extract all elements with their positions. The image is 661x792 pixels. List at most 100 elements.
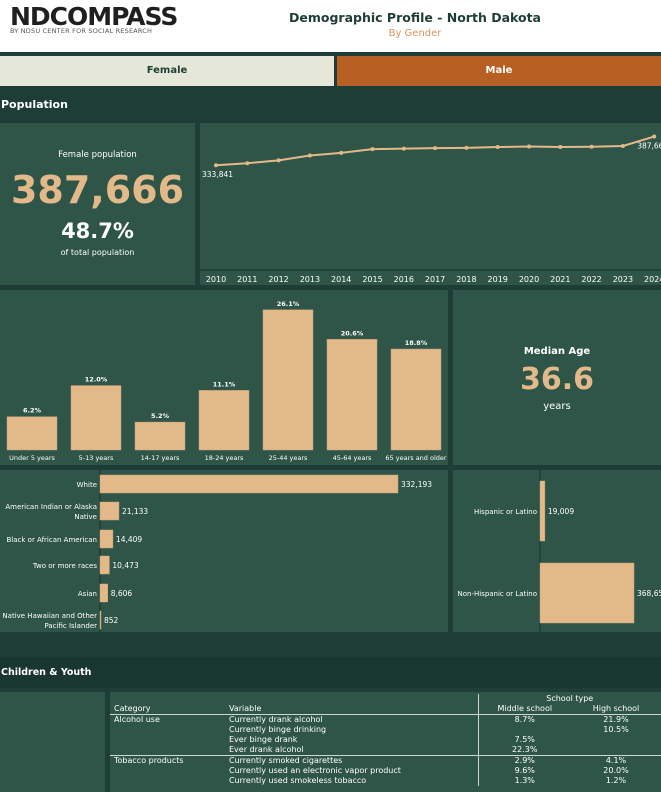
x-tick-2012: 2012 bbox=[268, 275, 288, 284]
race-bar-chart: 332,193 White 21,133 American Indian or Ala… bbox=[2, 470, 432, 632]
page-title: Demographic Profile - North Dakota bbox=[289, 10, 541, 25]
trend-point-2022 bbox=[589, 144, 594, 149]
age-bar-category-3: 18-24 years bbox=[205, 454, 244, 462]
population-percent-caption: of total population bbox=[60, 248, 135, 257]
race-bar-value-2: 14,409 bbox=[116, 535, 142, 544]
race-category-5-line-0: Native Hawaiian and Other bbox=[2, 612, 97, 620]
age-bar-chart: 6.2% Under 5 years 12.0% 5-13 years 5.2% 14-1… bbox=[6, 300, 447, 462]
cell-variable: Currently binge drinking bbox=[229, 725, 327, 734]
x-tick-2013: 2013 bbox=[300, 275, 320, 284]
x-tick-2011: 2011 bbox=[237, 275, 257, 284]
trend-point-2019 bbox=[495, 145, 500, 150]
trend-last-label: 387,666 bbox=[637, 142, 661, 151]
age-bar-2 bbox=[134, 421, 186, 451]
cell-category: Alcohol use bbox=[114, 715, 160, 724]
trend-point-2024 bbox=[652, 134, 657, 139]
race-chart-panel: 332,193 White 21,133 American Indian or Ala… bbox=[0, 470, 448, 632]
cell-middle-school: 8.7% bbox=[477, 714, 571, 725]
x-tick-2022: 2022 bbox=[581, 275, 601, 284]
median-age-title: Median Age bbox=[523, 346, 591, 357]
age-bar-5 bbox=[326, 339, 378, 451]
table-row: Ever binge drank 7.5% bbox=[110, 735, 661, 745]
ethnicity-bar-value-1: 368,657 bbox=[637, 589, 661, 598]
population-trend-panel: 333,841 387,666 2010 2011 2012 2013 2014 2015 20… bbox=[200, 123, 661, 285]
tab-male[interactable]: Male bbox=[337, 56, 661, 86]
age-bar-category-0: Under 5 years bbox=[9, 454, 55, 462]
race-category-3-line-0: Two or more races bbox=[32, 562, 97, 570]
trend-point-2021 bbox=[558, 145, 563, 150]
cell-middle-school bbox=[477, 725, 571, 735]
cell-high-school bbox=[571, 735, 661, 745]
ethnicity-category-1: Non-Hispanic or Latino bbox=[457, 590, 537, 598]
age-bar-value-3: 11.1% bbox=[213, 380, 236, 388]
cell-high-school: 10.5% bbox=[603, 725, 629, 734]
age-bar-value-1: 12.0% bbox=[85, 376, 108, 384]
age-bar-value-0: 6.2% bbox=[23, 407, 42, 415]
race-bar-2 bbox=[99, 529, 114, 549]
cell-variable: Ever drank alcohol bbox=[229, 745, 304, 754]
x-tick-2018: 2018 bbox=[456, 275, 476, 284]
x-tick-2021: 2021 bbox=[550, 275, 570, 284]
cell-variable: Currently drank alcohol bbox=[229, 715, 323, 724]
cell-category bbox=[110, 766, 225, 776]
cell-middle-school: 1.3% bbox=[477, 776, 571, 786]
table-row: Currently used an electronic vapor produ… bbox=[110, 766, 661, 776]
cell-category bbox=[110, 725, 225, 735]
cell-high-school: 1.2% bbox=[605, 776, 627, 785]
age-bar-category-6: 65 years and older bbox=[385, 454, 446, 462]
logo[interactable]: NDCOMPASS bbox=[10, 2, 178, 31]
ethnicity-chart-panel: 19,009 Hispanic or Latino 368,657 Non-Hispa… bbox=[453, 470, 661, 632]
race-bar-value-0: 332,193 bbox=[401, 480, 432, 489]
race-category-1-line-1: Native bbox=[74, 513, 97, 521]
race-category-1-line-0: American Indian or Alaska bbox=[5, 503, 97, 511]
race-bar-value-5: 852 bbox=[104, 616, 119, 625]
race-category-0-line-0: White bbox=[77, 481, 97, 489]
trend-point-2020 bbox=[527, 144, 531, 149]
x-tick-2017: 2017 bbox=[425, 275, 445, 284]
population-percent: 48.7% bbox=[61, 219, 134, 243]
median-age-panel: Median Age 36.6 years bbox=[453, 290, 661, 465]
trend-point-2011 bbox=[245, 161, 250, 166]
col-header-category: Category bbox=[114, 704, 151, 713]
cell-variable: Currently smoked cigarettes bbox=[229, 756, 343, 765]
race-category-2-line-0: Black or African American bbox=[7, 536, 98, 544]
age-bar-category-5: 45-64 years bbox=[333, 454, 372, 462]
cell-high-school: 20.0% bbox=[603, 766, 629, 775]
ethnicity-bar-chart: 19,009 Hispanic or Latino 368,657 Non-Hispa… bbox=[457, 470, 661, 632]
population-trend-chart: 333,841 387,666 2010 2011 2012 2013 2014 2015 20… bbox=[200, 134, 661, 284]
page-subtitle: By Gender bbox=[388, 28, 442, 39]
youth-section-header bbox=[0, 657, 661, 688]
ethnicity-category-0: Hispanic or Latino bbox=[474, 508, 537, 516]
x-tick-2014: 2014 bbox=[331, 275, 351, 284]
median-age-unit: years bbox=[543, 401, 571, 412]
population-label: Female population bbox=[58, 150, 137, 160]
col-header-high-school: High school bbox=[592, 704, 640, 713]
x-tick-2020: 2020 bbox=[519, 275, 539, 284]
col-header-variable: Variable bbox=[229, 704, 262, 713]
youth-table-panel: School type Category Variable Middle sch… bbox=[110, 692, 661, 792]
tab-female[interactable]: Female bbox=[0, 56, 334, 86]
section-title-population: Population bbox=[1, 98, 68, 111]
age-bar-0 bbox=[6, 416, 58, 451]
race-bar-0 bbox=[99, 474, 399, 494]
race-category-5-line-1: Pacific Islander bbox=[45, 622, 98, 630]
table-row: Tobacco products Currently smoked cigaret… bbox=[110, 755, 661, 766]
x-tick-2016: 2016 bbox=[394, 275, 414, 284]
x-tick-2023: 2023 bbox=[613, 275, 633, 284]
age-bar-category-1: 5-13 years bbox=[79, 454, 114, 462]
trend-line bbox=[215, 135, 655, 167]
age-chart-panel: 6.2% Under 5 years 12.0% 5-13 years 5.2% 14-1… bbox=[0, 290, 448, 465]
section-title-youth: Children & Youth bbox=[1, 667, 92, 678]
race-bar-1 bbox=[99, 501, 120, 521]
ethnicity-bar-1 bbox=[539, 562, 635, 624]
age-bar-value-6: 18.8% bbox=[405, 339, 428, 347]
cell-high-school bbox=[571, 745, 661, 756]
age-bar-category-2: 14-17 years bbox=[141, 454, 180, 462]
race-bar-4 bbox=[99, 583, 108, 603]
page-header bbox=[0, 0, 661, 52]
cell-high-school: 21.9% bbox=[603, 715, 629, 724]
cell-category bbox=[110, 735, 225, 745]
age-bar-6 bbox=[390, 348, 442, 451]
cell-category bbox=[110, 776, 225, 786]
youth-table: School type Category Variable Middle sch… bbox=[110, 694, 661, 786]
